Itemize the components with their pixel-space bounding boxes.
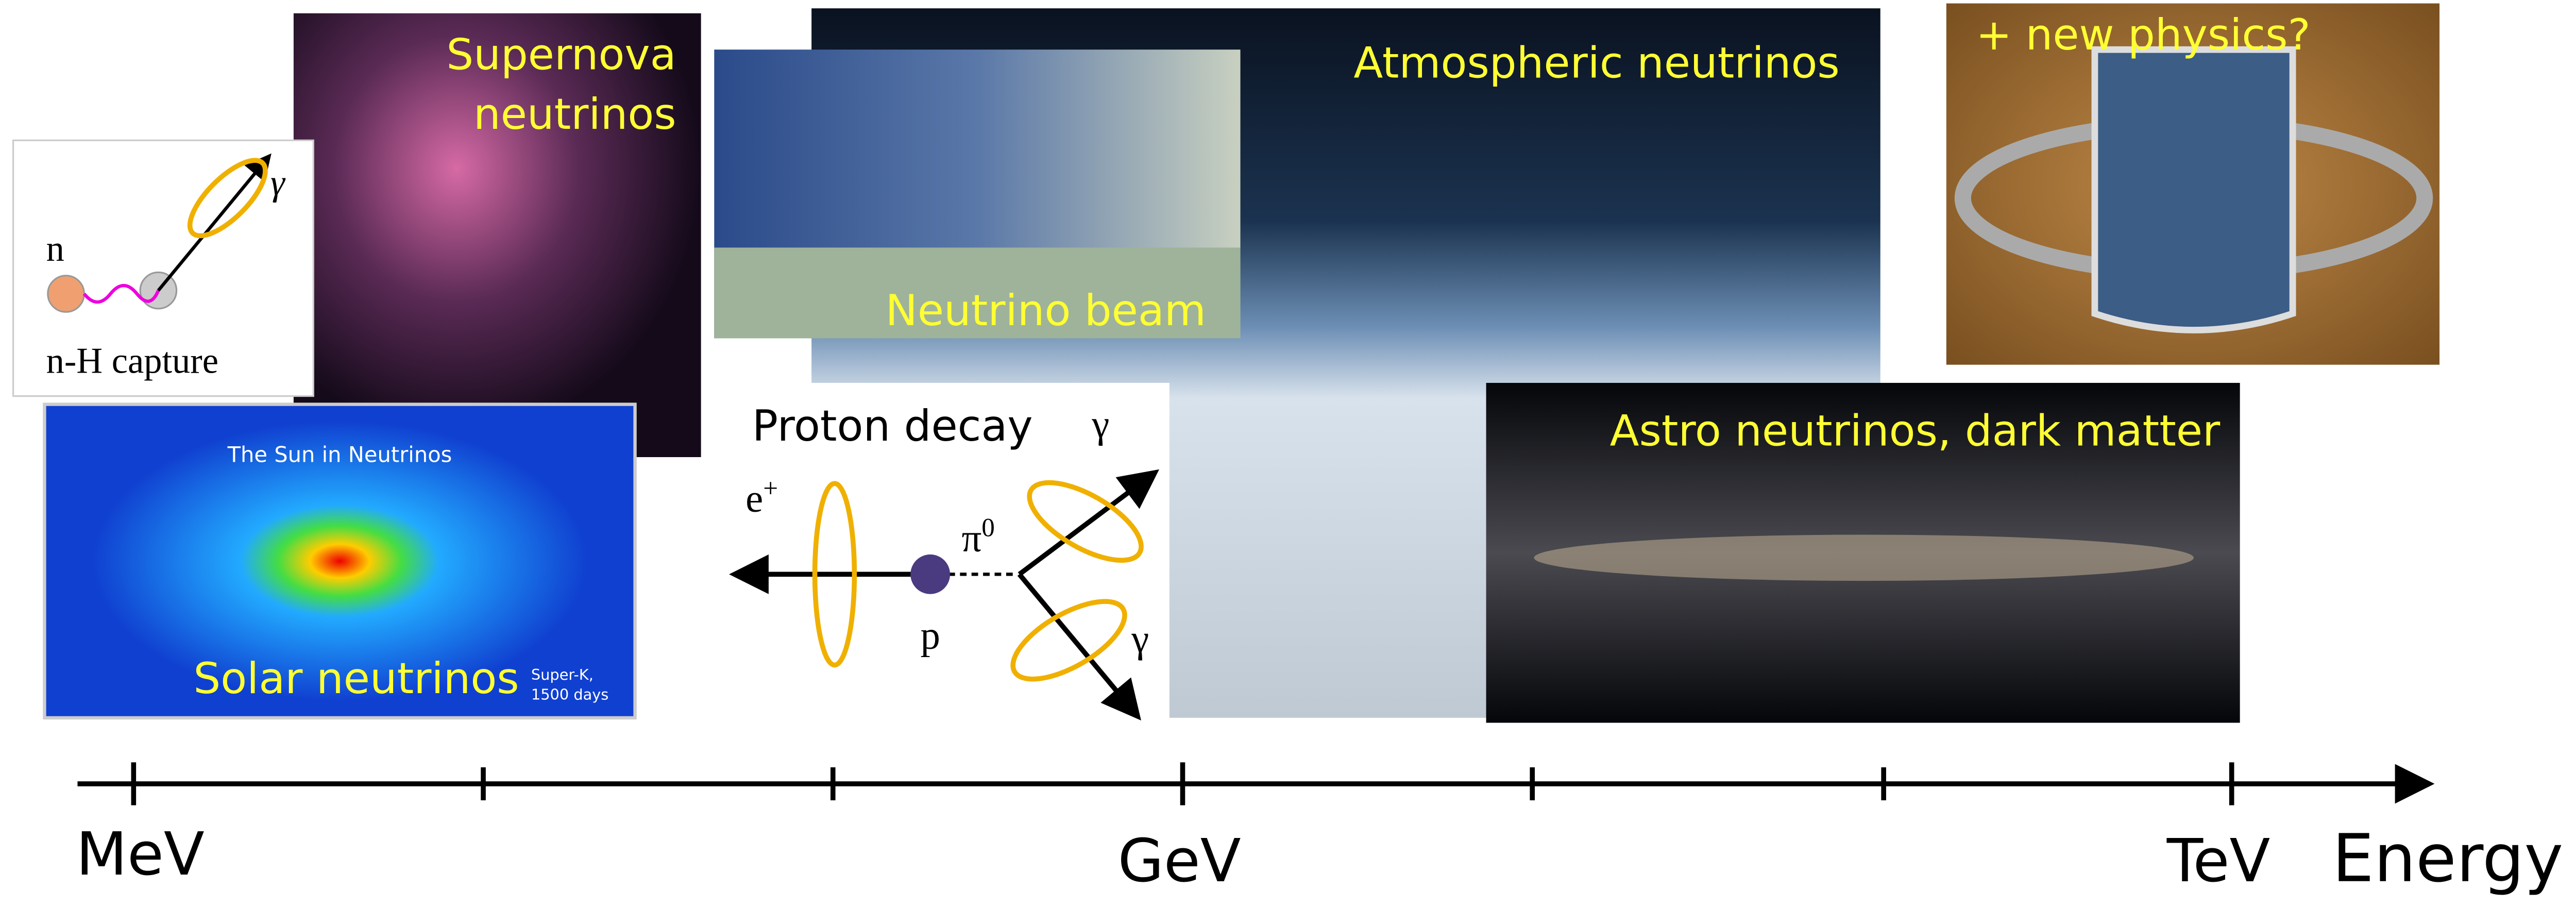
axis-title: Energy — [2332, 820, 2563, 897]
credit: 1500 days — [531, 686, 608, 703]
label-proton: p — [920, 613, 940, 657]
panel-label: Solar neutrinos — [193, 653, 519, 703]
panel-label: Neutrino beam — [886, 286, 1206, 335]
panel-label: Astro neutrinos, dark matter — [1610, 406, 2221, 456]
label-n: n — [46, 229, 64, 269]
slide: Atmospheric neutrinos Supernova neutrino… — [0, 0, 2576, 906]
capture-panel: n γ n-H capture — [13, 140, 314, 396]
label-gamma: γ — [1131, 617, 1149, 661]
panel-label: n-H capture — [46, 341, 218, 381]
solar-panel: The Sun in Neutrinos Solar neutrinos Sup… — [44, 405, 635, 718]
new-physics-panel: + new physics? — [1946, 4, 2439, 365]
proton-decay-panel: Proton decay γ e+ π0 p γ — [732, 383, 1169, 721]
panel-title: Proton decay — [752, 401, 1033, 451]
axis-label: GeV — [1118, 827, 1241, 896]
panel-label: + new physics? — [1976, 10, 2310, 60]
axis-label: TeV — [2166, 827, 2270, 896]
panel-label: neutrinos — [473, 89, 676, 139]
beam-panel: Neutrino beam — [714, 49, 1240, 338]
map-title: The Sun in Neutrinos — [227, 442, 452, 467]
credit: Super-K, — [531, 666, 594, 683]
label-gamma: γ — [270, 163, 286, 203]
panel-label: Atmospheric neutrinos — [1353, 38, 1839, 88]
astro-panel: Astro neutrinos, dark matter — [1486, 383, 2240, 723]
energy-axis — [77, 762, 2425, 805]
axis-label: MeV — [76, 820, 205, 889]
panel-label: Supernova — [446, 30, 676, 80]
supernova-panel: Supernova neutrinos — [294, 13, 701, 457]
label-gamma: γ — [1091, 402, 1109, 446]
